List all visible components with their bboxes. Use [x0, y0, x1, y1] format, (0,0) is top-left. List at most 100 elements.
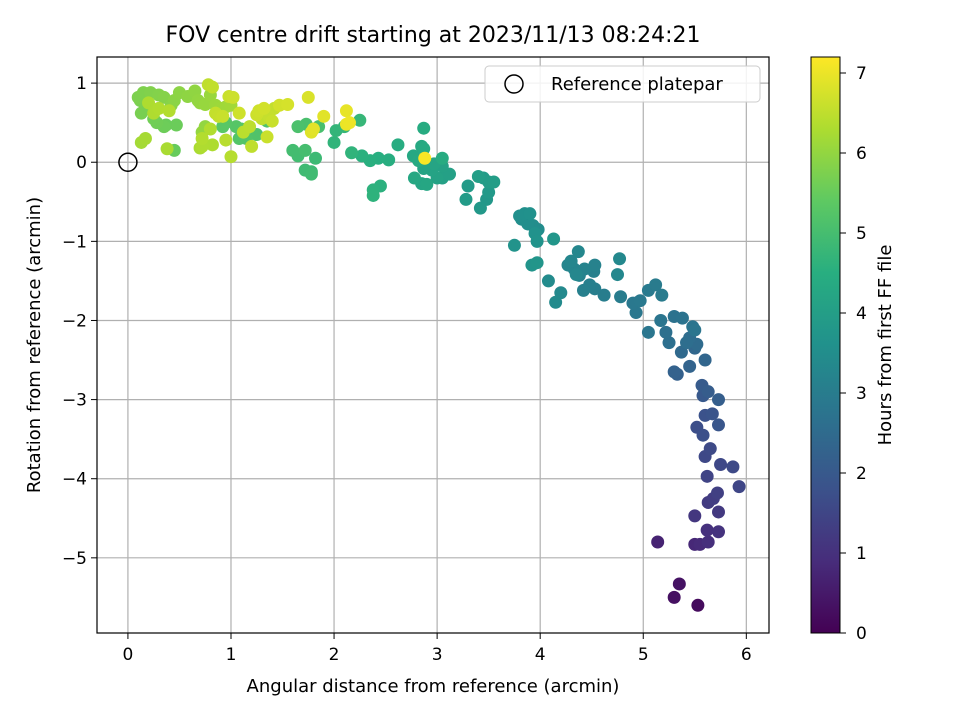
data-point	[339, 104, 353, 118]
y-axis-label: Rotation from reference (arcmin)	[24, 197, 45, 493]
data-point	[710, 486, 724, 500]
data-point	[461, 179, 475, 193]
data-point	[391, 138, 405, 152]
data-point	[549, 295, 563, 309]
data-point	[142, 96, 156, 110]
data-point	[306, 122, 320, 136]
data-point	[245, 139, 259, 153]
data-point	[711, 393, 725, 407]
data-point	[473, 201, 487, 215]
data-point	[683, 359, 697, 373]
colorbar-gradient	[811, 57, 840, 633]
data-point	[420, 177, 434, 191]
y-tick-label: −3	[62, 391, 87, 411]
data-point	[711, 418, 725, 432]
data-point	[530, 234, 544, 248]
data-point	[655, 288, 669, 302]
data-point	[530, 256, 544, 270]
data-point	[304, 167, 318, 181]
colorbar-tick-label: 3	[856, 384, 867, 404]
data-point	[298, 143, 312, 157]
colorbar-tick-label: 7	[856, 64, 867, 84]
data-point	[162, 104, 176, 118]
data-point	[482, 185, 496, 199]
data-point	[688, 323, 702, 337]
data-point	[487, 175, 501, 189]
data-points	[131, 78, 746, 612]
x-tick-label: 6	[741, 645, 752, 665]
data-point	[523, 207, 537, 221]
data-point	[169, 118, 183, 132]
data-point	[382, 153, 396, 167]
data-point	[701, 535, 715, 549]
data-point	[659, 325, 673, 339]
y-tick-label: −1	[62, 232, 87, 252]
data-point	[554, 286, 568, 300]
colorbar-tick-label: 2	[856, 464, 867, 484]
y-tick-label: −2	[62, 311, 87, 331]
data-point	[667, 590, 681, 604]
data-point	[662, 336, 676, 350]
data-point	[569, 268, 583, 282]
data-point	[286, 143, 300, 157]
data-point	[703, 442, 717, 456]
data-point	[576, 283, 590, 297]
data-point	[309, 151, 323, 165]
x-tick-label: 4	[535, 645, 546, 665]
x-tick-label: 0	[123, 645, 134, 665]
data-point	[134, 106, 148, 120]
data-point	[345, 146, 359, 160]
data-point	[547, 232, 561, 246]
colorbar-ticks: 0 1 2 3 4 5 6 7	[840, 64, 867, 644]
colorbar-frame	[810, 56, 841, 634]
data-point	[459, 192, 473, 206]
x-tick-label: 5	[638, 645, 649, 665]
legend-marker-icon	[504, 74, 524, 94]
data-point	[688, 509, 702, 523]
data-point	[649, 278, 663, 292]
data-point	[198, 97, 212, 111]
y-axis-ticks: 1 0 −1 −2 −3 −4 −5	[62, 74, 97, 569]
data-point	[216, 109, 230, 123]
data-point	[641, 325, 655, 339]
legend-box	[484, 65, 761, 103]
data-point	[219, 133, 233, 147]
data-point	[205, 80, 219, 94]
data-point	[281, 97, 295, 111]
data-point	[698, 353, 712, 367]
data-point	[633, 294, 647, 308]
data-point	[714, 457, 728, 471]
reference-platepar-marker	[118, 152, 138, 172]
data-point	[407, 171, 421, 185]
data-point	[417, 142, 431, 156]
x-tick-label: 1	[226, 645, 237, 665]
data-point	[205, 138, 219, 152]
data-point	[711, 525, 725, 539]
x-tick-label: 2	[329, 645, 340, 665]
data-point	[696, 428, 710, 442]
data-point	[674, 345, 688, 359]
x-axis-ticks: 0 1 2 3 4 5 6	[123, 633, 752, 665]
colorbar: 0 1 2 3 4 5 6 7 Hours from first FF file	[810, 56, 896, 644]
data-point	[216, 120, 230, 134]
data-point	[654, 313, 668, 327]
data-point	[700, 469, 714, 483]
y-tick-label: 0	[76, 153, 87, 173]
plot-frame	[96, 56, 770, 634]
colorbar-label: Hours from first FF file	[875, 245, 896, 446]
data-point	[160, 142, 174, 156]
colorbar-tick-label: 0	[856, 624, 867, 644]
data-point	[571, 245, 585, 259]
data-point	[366, 188, 380, 202]
data-point	[732, 480, 746, 494]
data-point	[672, 577, 686, 591]
data-point	[355, 149, 369, 163]
data-point	[675, 311, 689, 325]
data-point	[705, 407, 719, 421]
data-point	[257, 101, 271, 115]
colorbar-tick-label: 5	[856, 224, 867, 244]
chart-title: FOV centre drift starting at 2023/11/13 …	[166, 23, 701, 48]
data-point	[564, 254, 578, 268]
data-point	[226, 90, 240, 104]
